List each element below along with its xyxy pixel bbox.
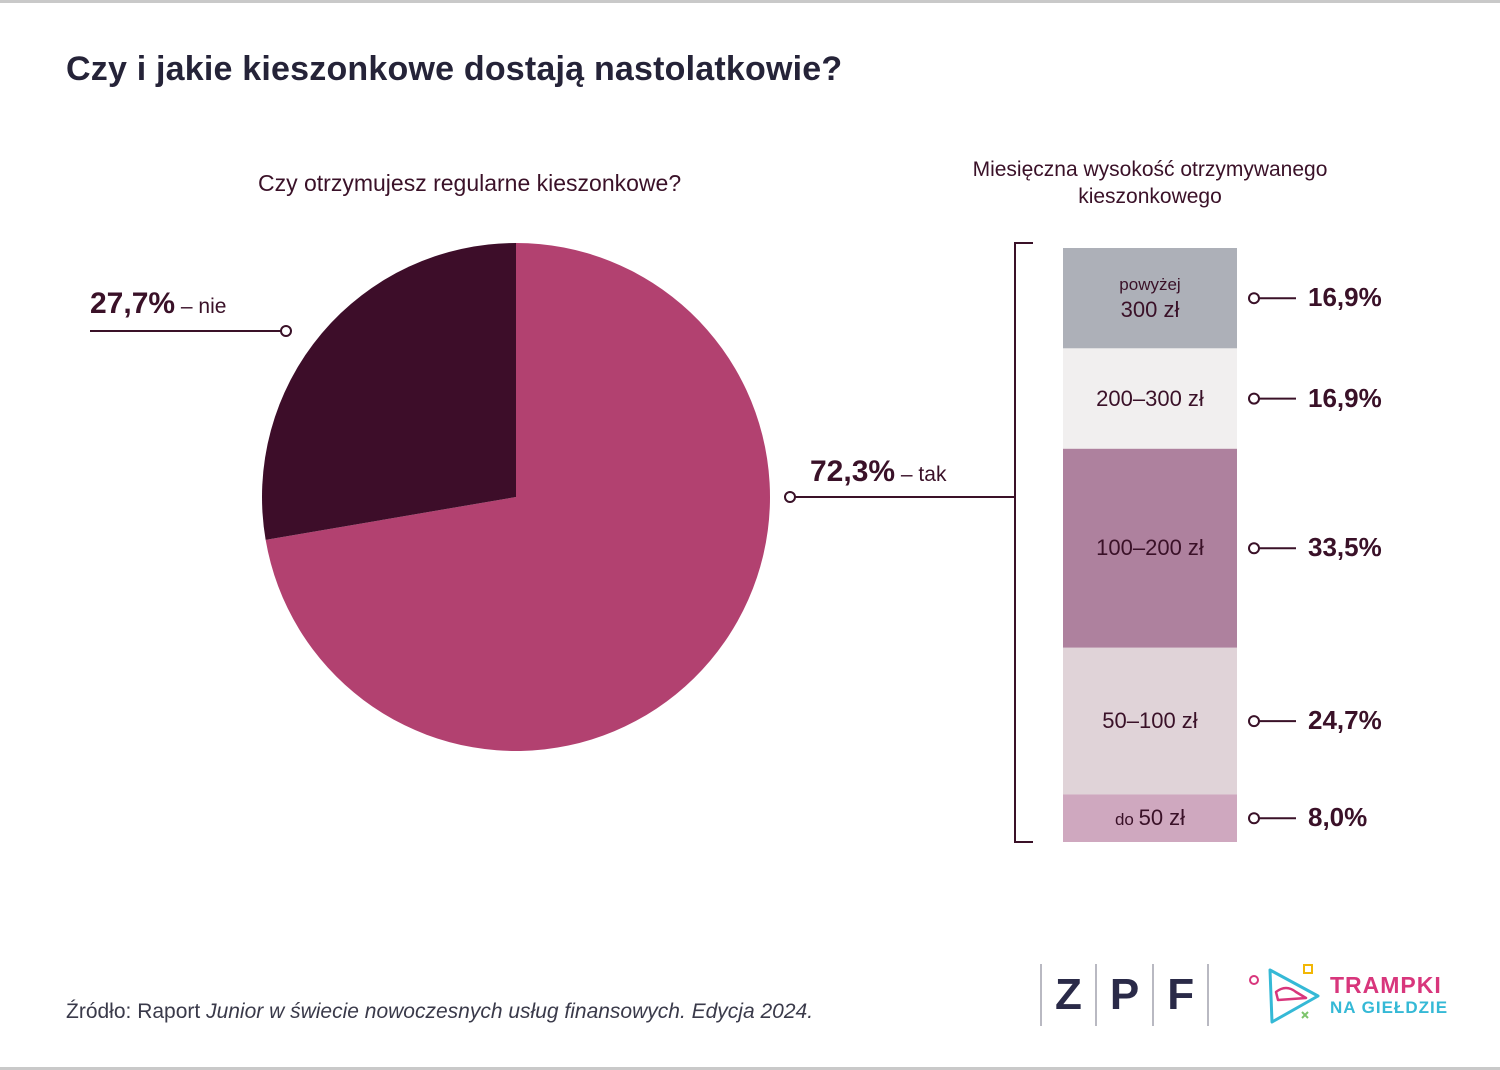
segment-label: 200–300 zł <box>1096 385 1204 411</box>
source-note: Źródło: Raport Junior w świecie nowoczes… <box>66 1000 813 1024</box>
pie-label-category: – tak <box>895 463 947 486</box>
trampki-logo: TRAMPKI NA GIEŁDZIE <box>1246 962 1468 1026</box>
source-report-title: Junior w świecie nowoczesnych usług fina… <box>206 1000 814 1023</box>
trampki-logo-text: TRAMPKI <box>1330 972 1442 998</box>
segment-value: 16,9% <box>1308 382 1382 413</box>
trampki-play-icon <box>1249 964 1320 1024</box>
pie-label-tak: 72,3% – tak <box>810 455 946 489</box>
segment-label: 50–100 zł <box>1102 708 1198 734</box>
page-title: Czy i jakie kieszonkowe dostają nastolat… <box>66 50 843 88</box>
stacked-segment <box>1063 248 1237 349</box>
segment-connector-dot <box>1248 812 1260 825</box>
segment-connector-dot <box>1248 292 1260 305</box>
stacked-segment <box>1063 448 1237 648</box>
pie-label-category: – nie <box>175 295 227 318</box>
pie-label-nie: 27,7% – nie <box>90 287 226 321</box>
trampki-logo-subtext: NA GIEŁDZIE <box>1330 998 1449 1017</box>
zpf-logo: Z P F <box>1040 964 1210 1026</box>
segment-connector-dot <box>1248 392 1260 405</box>
pie-callout-dot-nie <box>280 325 292 337</box>
segment-value: 16,9% <box>1308 282 1382 313</box>
pie-slice-nie <box>262 243 516 540</box>
bracket <box>1014 242 1033 843</box>
segment-value: 8,0% <box>1308 802 1368 833</box>
segment-connector-dot <box>1248 715 1260 728</box>
zpf-logo-letter: Z <box>1055 970 1082 1019</box>
segment-label: 100–200 zł <box>1096 535 1204 561</box>
pie-callout-dot-tak <box>784 491 796 503</box>
pie-label-value: 27,7% <box>90 287 176 320</box>
pie-slice-tak <box>265 243 770 751</box>
stacked-segment <box>1063 348 1237 449</box>
segment-label: do 50 zł <box>1114 805 1186 831</box>
segment-value: 24,7% <box>1308 705 1382 736</box>
zpf-logo-letter: F <box>1167 970 1195 1019</box>
stacked-segment <box>1063 794 1237 842</box>
segment-connector-dot <box>1248 542 1260 555</box>
segment-value: 33,5% <box>1308 532 1382 563</box>
zpf-logo-letter: P <box>1109 970 1140 1019</box>
stacked-segment <box>1063 647 1237 795</box>
stacked-bar-title: Miesięczna wysokość otrzymywanego kieszo… <box>972 158 1328 208</box>
source-prefix: Źródło: Raport <box>66 1000 207 1023</box>
pie-label-value: 72,3% <box>810 455 896 488</box>
pie-chart-title: Czy otrzymujesz regularne kieszonkowe? <box>258 170 682 196</box>
segment-label: powyżej 300 zł <box>1119 275 1181 323</box>
